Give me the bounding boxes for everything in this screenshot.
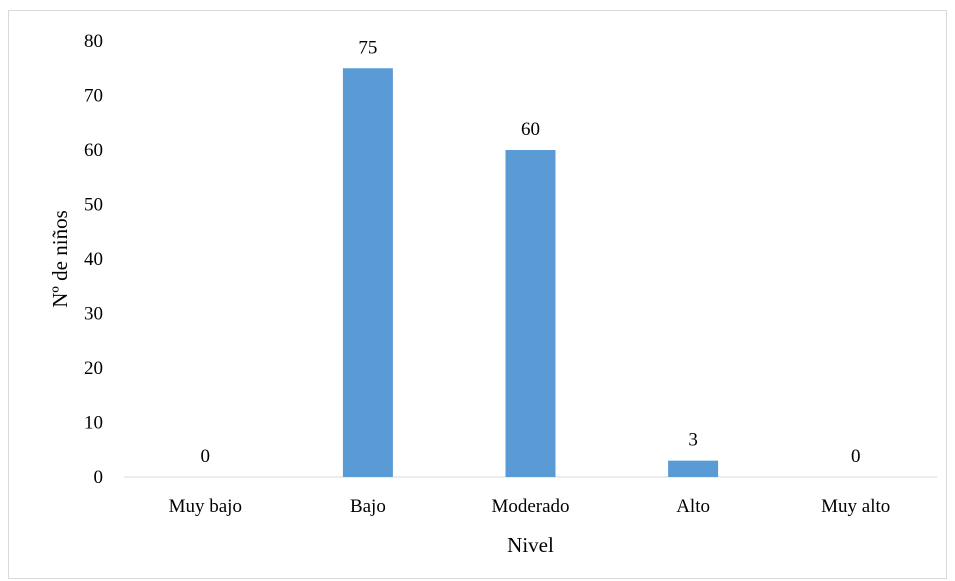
y-tick-label: 70 [84,86,103,107]
data-label: 60 [521,119,540,140]
y-axis-label: Nº de niños [48,210,72,308]
x-axis-label: Nivel [507,533,554,557]
bar [668,460,719,477]
x-tick-labels: Muy bajo Bajo Moderado Alto Muy alto [169,496,891,517]
data-label: 75 [358,37,377,58]
y-tick-label: 20 [84,358,103,379]
x-tick-label: Bajo [350,496,386,517]
chart-frame [8,10,947,579]
x-tick-label: Muy bajo [169,496,242,517]
data-label: 0 [201,446,211,467]
bar [342,68,393,477]
x-tick-label: Moderado [491,496,569,517]
bars [342,68,719,477]
y-tick-label: 0 [94,467,104,488]
data-labels: 0 75 60 3 0 [201,37,861,467]
data-label: 0 [851,446,861,467]
data-label: 3 [688,430,698,451]
bar [505,150,556,477]
y-tick-label: 50 [84,195,103,216]
y-tick-label: 60 [84,140,103,161]
x-tick-label: Muy alto [821,496,890,517]
y-tick-label: 10 [84,413,103,434]
y-tick-labels: 0 10 20 30 40 50 60 70 80 [84,31,103,488]
y-tick-label: 80 [84,31,103,52]
y-tick-label: 30 [84,304,103,325]
y-tick-label: 40 [84,249,103,270]
x-tick-label: Alto [676,496,710,517]
